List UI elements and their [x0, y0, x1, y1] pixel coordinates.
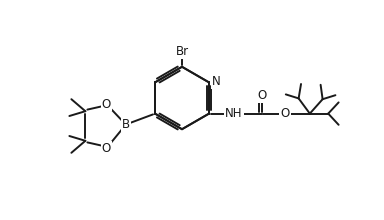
Text: O: O: [101, 141, 111, 154]
Text: NH: NH: [225, 107, 243, 120]
Text: O: O: [101, 97, 111, 110]
Text: O: O: [280, 107, 290, 120]
Text: O: O: [257, 89, 266, 102]
Text: B: B: [122, 118, 130, 131]
Text: Br: Br: [175, 45, 189, 58]
Text: N: N: [212, 75, 220, 88]
